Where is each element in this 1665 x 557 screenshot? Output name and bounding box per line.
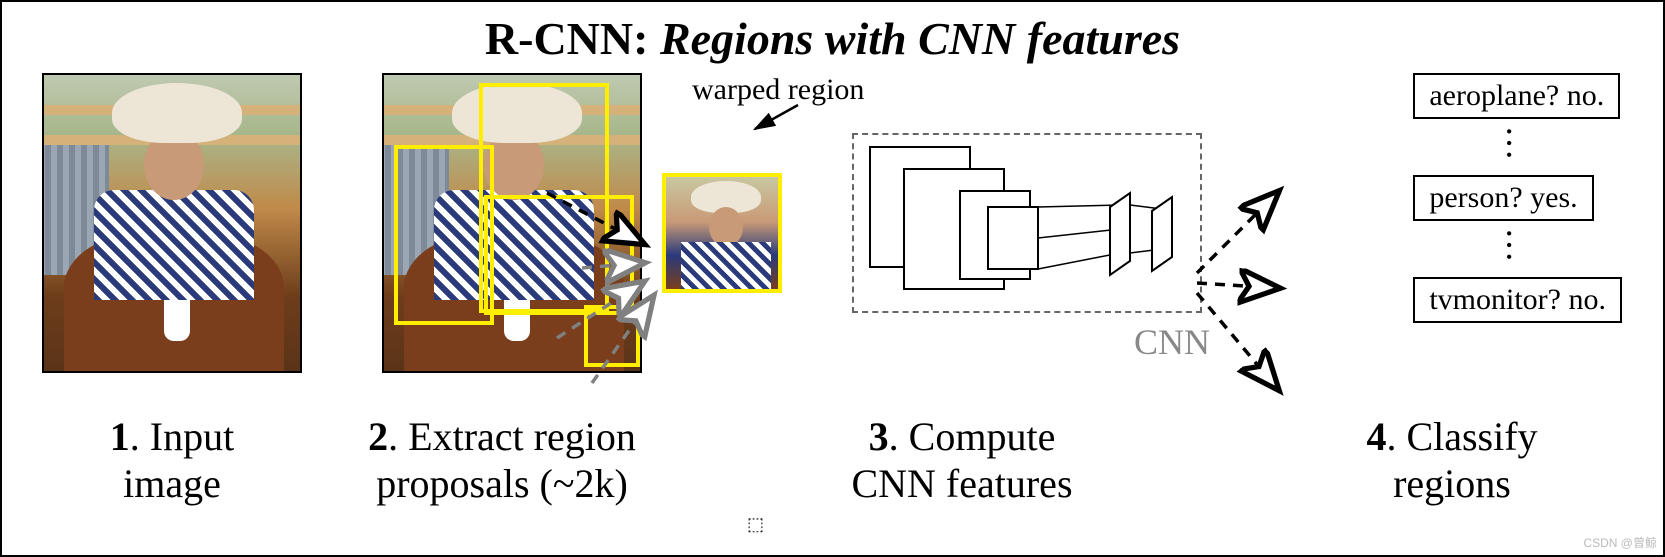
warped-region-group: warped region <box>692 73 864 133</box>
captions-row: 1. Inputimage 2. Extract regionproposals… <box>2 403 1663 507</box>
caption-3a: . Compute <box>889 414 1056 459</box>
stage-3-cnn: warped region CNN <box>692 73 1232 393</box>
diagram-title: R-CNN: Regions with CNN features <box>2 2 1663 73</box>
class-person: person? yes. <box>1413 175 1593 221</box>
input-photo <box>42 73 302 373</box>
vdots-2: ··· <box>1503 229 1513 269</box>
caption-2a: . Extract region <box>388 414 636 459</box>
cnn-label: CNN <box>1134 321 1210 363</box>
caption-3: 3. ComputeCNN features <box>692 413 1232 507</box>
warped-region-thumb <box>662 173 782 293</box>
vdots-1: ··· <box>1503 127 1513 167</box>
stage-4-classify: aeroplane? no. ··· person? yes. ··· tvmo… <box>1262 73 1642 393</box>
caption-3b: CNN features <box>851 461 1072 506</box>
cnn-dashed-border <box>852 133 1202 313</box>
caption-2-num: 2 <box>368 414 388 459</box>
stage-1-input-image <box>22 73 322 373</box>
pipeline-row: warped region CNN aeroplane? no. ··· per… <box>2 73 1663 403</box>
caption-2: 2. Extract regionproposals (~2k) <box>322 413 682 507</box>
title-prefix: R-CNN: <box>485 13 660 64</box>
caption-4-num: 4 <box>1366 414 1386 459</box>
caption-1a: . Input <box>130 414 234 459</box>
caption-3-num: 3 <box>869 414 889 459</box>
stage-2-region-proposals <box>342 73 682 373</box>
caption-4a: . Classify <box>1386 414 1537 459</box>
pointer-arrow-icon <box>743 103 813 133</box>
proposals-photo <box>382 73 642 373</box>
class-aeroplane: aeroplane? no. <box>1413 73 1620 119</box>
title-suffix: Regions with CNN features <box>660 13 1180 64</box>
caption-1: 1. Inputimage <box>22 413 322 507</box>
region-proposal-box <box>484 195 634 315</box>
caption-1b: image <box>123 461 221 506</box>
region-proposal-box <box>584 305 640 367</box>
caption-4: 4. Classifyregions <box>1262 413 1642 507</box>
cursor-icon: ⬚ <box>747 514 764 535</box>
class-tvmonitor: tvmonitor? no. <box>1413 277 1622 323</box>
caption-4b: regions <box>1393 461 1511 506</box>
classification-results: aeroplane? no. ··· person? yes. ··· tvmo… <box>1413 73 1622 323</box>
cnn-network: CNN <box>852 133 1202 343</box>
caption-1-num: 1 <box>110 414 130 459</box>
warped-region-label: warped region <box>692 73 864 107</box>
watermark: CSDN @曾鲸 <box>1583 534 1657 551</box>
caption-2b: proposals (~2k) <box>376 461 628 506</box>
